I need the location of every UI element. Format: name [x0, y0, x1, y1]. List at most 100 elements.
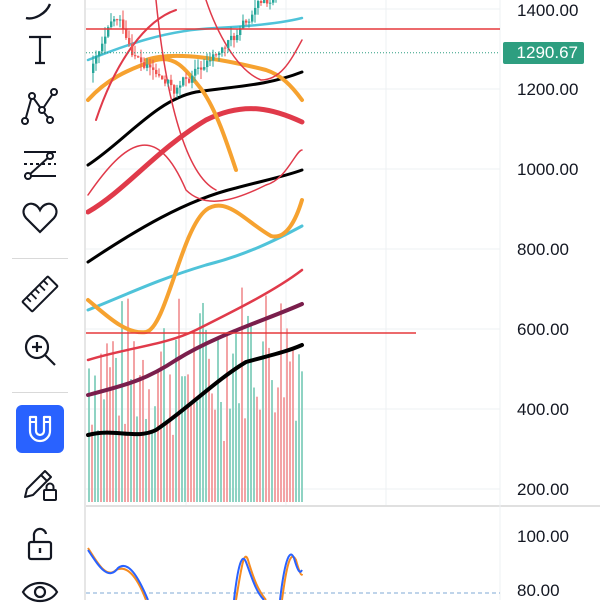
- candle-body: [272, 0, 275, 3]
- candle-body: [236, 35, 239, 41]
- volume-bar: [280, 303, 282, 502]
- candle-body: [266, 0, 269, 4]
- volume-bar: [241, 287, 243, 502]
- candle-body: [221, 47, 224, 53]
- volume-bar: [121, 301, 123, 502]
- moving-average-line: [86, 57, 238, 172]
- candle-body: [134, 55, 137, 57]
- candle-body: [173, 85, 176, 94]
- candle-body: [161, 75, 164, 80]
- volume-bar: [127, 298, 129, 502]
- pattern-tool-icon[interactable]: [16, 82, 64, 130]
- volume-bar: [193, 330, 195, 502]
- price-axis-tick: 600.00: [517, 320, 569, 339]
- drawing-toolbar: [0, 0, 82, 603]
- candle-body: [260, 1, 263, 3]
- candle-body: [194, 68, 197, 76]
- volume-bar: [91, 424, 93, 502]
- moving-average-line: [205, 0, 303, 81]
- price-axis-tick: 800.00: [517, 240, 569, 259]
- price-axis-tick: 1400.00: [517, 1, 579, 20]
- candle-body: [248, 21, 251, 23]
- volume-bar: [145, 418, 147, 502]
- volume-bar: [301, 371, 303, 502]
- candle-body: [155, 69, 158, 75]
- volume-bar: [184, 376, 186, 502]
- visibility-eye-icon[interactable]: [16, 568, 64, 616]
- volume-bar: [115, 357, 117, 502]
- moving-average-line: [87, 144, 303, 202]
- volume-bar: [166, 421, 168, 502]
- candle-body: [224, 47, 227, 49]
- volume-bar: [253, 387, 255, 502]
- candle-body: [206, 60, 209, 68]
- candle-body: [98, 51, 101, 57]
- volume-bar: [154, 406, 156, 502]
- volume-bar: [274, 412, 276, 502]
- drawing-lock-pencil-icon[interactable]: [16, 460, 64, 508]
- candle-body: [116, 19, 119, 21]
- volume-bar: [250, 322, 252, 502]
- volume-bar: [103, 399, 105, 502]
- ruler-tool-icon[interactable]: [16, 270, 64, 318]
- candle-body: [200, 67, 203, 70]
- moving-average-line: [86, 70, 304, 167]
- volume-bar: [229, 408, 231, 502]
- volume-bar: [199, 313, 201, 502]
- candle-body: [239, 28, 242, 36]
- volume-bar: [211, 393, 213, 502]
- candle-body: [164, 79, 167, 84]
- moving-average-line: [144, 53, 304, 102]
- volume-bar: [265, 295, 267, 502]
- candle-body: [182, 77, 185, 86]
- volume-bar: [181, 376, 183, 502]
- candle-body: [131, 44, 134, 56]
- candle-body: [119, 19, 122, 21]
- volume-bar: [100, 353, 102, 502]
- horizontal-lines: [86, 28, 500, 334]
- candle-body: [212, 54, 215, 61]
- stochastic-oscillator: [86, 547, 500, 600]
- favorites-heart-icon[interactable]: [16, 194, 64, 242]
- unlock-icon[interactable]: [16, 520, 64, 568]
- curve-tool-icon[interactable]: [16, 0, 64, 28]
- volume-bar: [130, 379, 132, 502]
- current-price-label: 1290.67: [503, 42, 584, 64]
- volume-bar: [286, 328, 288, 502]
- volume-bar: [139, 375, 141, 502]
- moving-average-line: [86, 16, 304, 62]
- volume-bar: [220, 401, 222, 502]
- candle-body: [227, 40, 230, 48]
- volume-bar: [112, 341, 114, 502]
- chart-canvas[interactable]: [86, 0, 600, 600]
- forecast-tool-icon[interactable]: [16, 140, 64, 188]
- candle-body: [125, 29, 128, 38]
- text-tool-icon[interactable]: [16, 26, 64, 74]
- volume-bar: [271, 380, 273, 502]
- candle-body: [104, 36, 107, 44]
- magnet-mode-icon[interactable]: [16, 405, 64, 453]
- volume-bar: [202, 302, 204, 502]
- volume-bar: [124, 423, 126, 502]
- price-chart[interactable]: 1400.00 1200.00 1000.00 800.00 600.00 40…: [86, 0, 600, 600]
- candle-body: [233, 35, 236, 41]
- volume-bar: [169, 374, 171, 502]
- zoom-in-icon[interactable]: [16, 326, 64, 374]
- volume-bar: [262, 341, 264, 502]
- moving-average-line: [86, 198, 304, 335]
- volume-bar: [205, 329, 207, 502]
- volume-bar: [151, 430, 153, 502]
- candle-body: [140, 57, 143, 63]
- candle-body: [242, 20, 245, 29]
- volume-bar: [133, 341, 135, 502]
- volume-bar: [247, 315, 249, 502]
- volume-bar: [244, 418, 246, 502]
- volume-bar: [163, 328, 165, 502]
- volume-bar: [226, 334, 228, 502]
- moving-average-line: [86, 343, 304, 437]
- candle-body: [269, 2, 272, 4]
- price-axis-tick: 1000.00: [517, 160, 579, 179]
- candle-body: [146, 64, 149, 68]
- volume-bar: [298, 354, 300, 502]
- volume-bar: [217, 339, 219, 502]
